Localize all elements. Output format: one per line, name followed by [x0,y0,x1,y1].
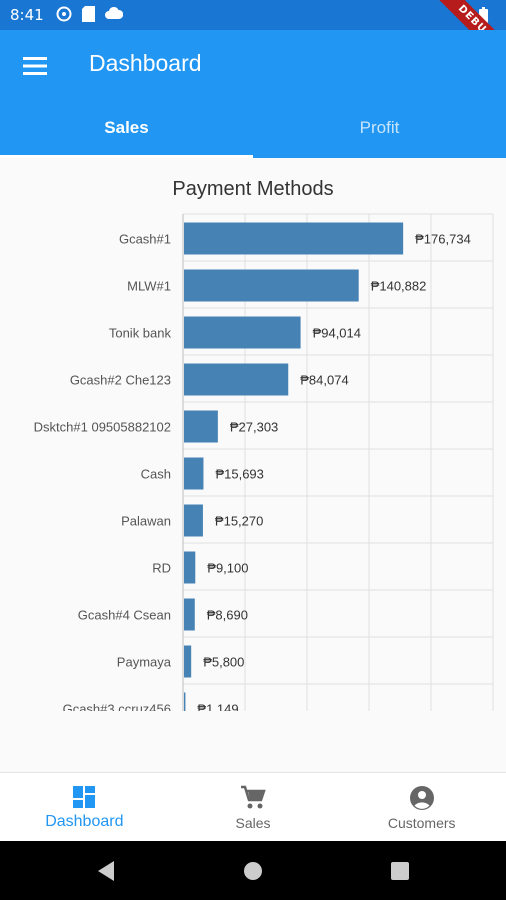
data-label: ₱140,882 [371,279,427,294]
chart-title: Payment Methods [172,178,334,200]
sync-icon [56,6,72,22]
menu-button[interactable] [14,46,56,86]
category-label: Tonik bank [109,326,172,341]
bar [184,551,196,584]
cart-icon [241,785,266,809]
category-label: MLW#1 [127,279,171,294]
dashboard-icon [73,786,96,808]
category-label: Gcash#3 ccruz456 [63,702,171,712]
bar [184,410,218,443]
nav-item-dashboard[interactable]: Dashboard [0,773,169,841]
status-time: 8:41 [10,6,44,24]
data-label: ₱15,693 [215,467,263,482]
chart-svg: Gcash#1 ₱176,734 MLW#1 ₱140,882 Tonik bank ₱9… [34,213,494,712]
tab-profit[interactable]: Profit [359,118,400,137]
category-label: Palawan [121,514,171,529]
nav-item-customers[interactable]: Customers [337,773,506,841]
data-label: ₱15,270 [215,514,263,529]
menu-icon [23,57,47,75]
category-label: Dsktch#1 09505882102 [34,420,171,435]
category-label: Gcash#1 [119,232,171,247]
category-label: RD [152,561,171,576]
data-label: ₱176,734 [415,232,471,247]
tab-sales[interactable]: Sales [0,102,253,158]
system-nav-bar [0,841,506,900]
data-label: ₱5,800 [203,655,244,670]
bar [184,222,404,255]
category-label: Gcash#2 Che123 [70,373,171,388]
bar [184,316,301,349]
bar [184,269,359,302]
recents-icon[interactable] [388,859,412,883]
home-icon[interactable] [241,859,265,883]
nav-item-sales[interactable]: Sales [169,773,338,841]
data-label: ₱84,074 [300,373,348,388]
back-icon[interactable] [94,859,118,883]
account-circle-icon [409,786,434,810]
bar [184,504,203,537]
category-label: Paymaya [117,655,172,670]
data-label: ₱94,014 [313,326,361,341]
data-label: ₱27,303 [230,420,278,435]
payment-methods-chart: Payment Methods Gcash#1 ₱176,734 MLW#1 ₱140… [0,158,506,711]
data-label: ₱1,149 [197,702,238,712]
sd-card-icon [82,6,95,22]
bar [184,645,192,678]
bar [184,363,289,396]
bar [184,598,195,631]
cloud-icon [105,6,123,19]
bar [184,692,186,711]
status-icons-left [56,6,123,22]
tab-bar: Sales Profit [0,102,506,158]
page-title: Dashboard [89,50,202,76]
data-label: ₱8,690 [207,608,248,623]
category-label: Gcash#4 Csean [78,608,171,623]
data-label: ₱9,100 [207,561,248,576]
category-label: Cash [141,467,171,482]
nav-label-customers: Customers [387,815,456,831]
nav-label-dashboard: Dashboard [45,813,124,830]
app-bar: Dashboard Sales Profit [0,30,506,158]
bottom-nav: Dashboard Sales Customers [0,772,506,841]
bar [184,457,204,490]
status-bar: 8:41 DEBUG [0,0,506,76]
nav-label-sales: Sales [235,815,271,831]
